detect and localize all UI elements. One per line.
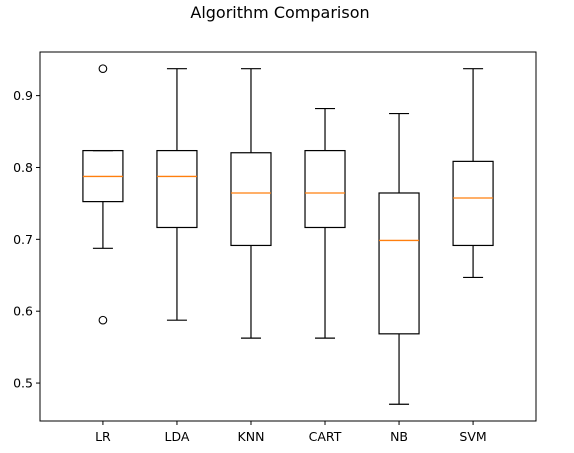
y-tick-label: 0.9 xyxy=(13,88,33,103)
x-tick-label: LDA xyxy=(164,429,189,444)
box-iqr xyxy=(156,149,198,229)
box-iqr xyxy=(304,149,346,229)
box-iqr xyxy=(230,152,272,247)
x-tick-label: CART xyxy=(309,429,342,444)
plot-content: 0.5 0.6 0.7 0.8 0.9 LR LDA KNN CART NB SVM xyxy=(13,64,494,444)
chart-title: Algorithm Comparison xyxy=(190,3,369,22)
y-tick-label: 0.7 xyxy=(13,232,33,247)
box-iqr xyxy=(452,160,494,247)
y-tick-label: 0.5 xyxy=(13,376,33,391)
outlier-point xyxy=(98,315,108,325)
box-iqr xyxy=(378,192,420,335)
x-tick-label: SVM xyxy=(459,429,486,444)
y-tick-label: 0.8 xyxy=(13,160,33,175)
x-tick-label: NB xyxy=(390,429,408,444)
x-tick-label: LR xyxy=(95,429,111,444)
outlier-point xyxy=(98,64,108,74)
y-tick-label: 0.6 xyxy=(13,304,33,319)
plot-frame xyxy=(39,51,537,422)
x-tick-label: KNN xyxy=(238,429,265,444)
